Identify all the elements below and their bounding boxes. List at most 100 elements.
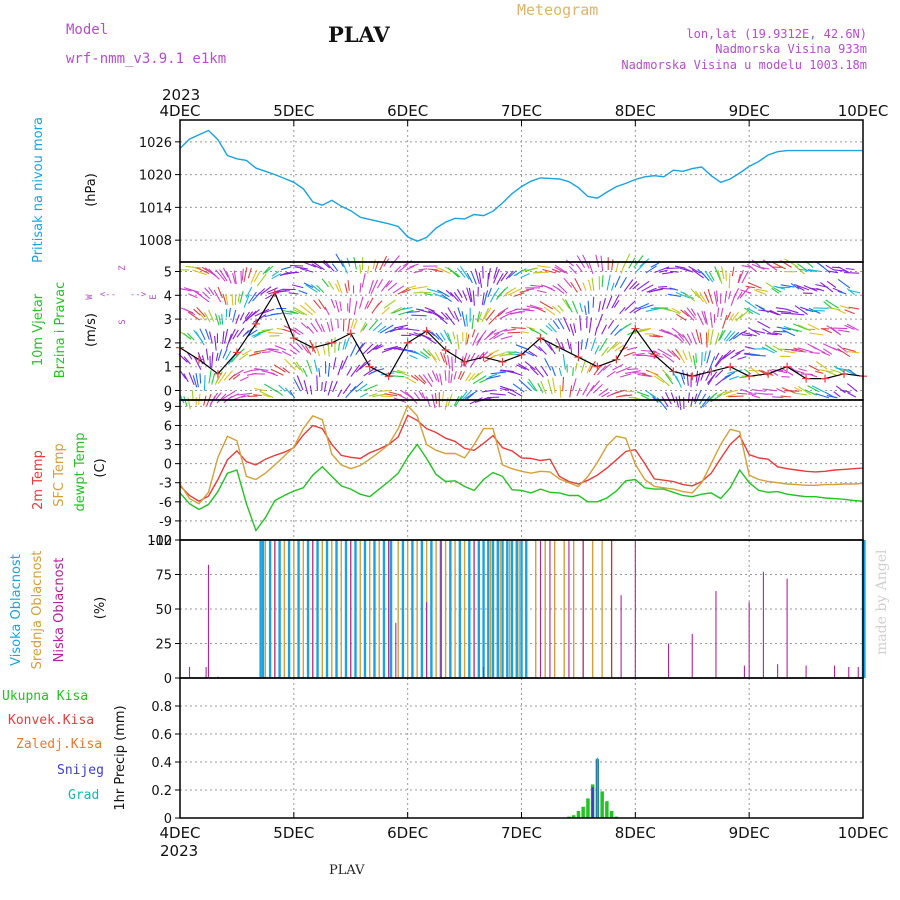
wind-gust-mark [232, 348, 241, 357]
wind-arrow [234, 294, 237, 306]
ytick-label: 1026 [139, 136, 172, 151]
wind-arrow [571, 378, 577, 392]
wind-arrow [481, 292, 485, 305]
ytick-label: 1 [164, 361, 172, 376]
precip-legend-graupel: Grad [68, 788, 99, 803]
wind-arrow [513, 268, 527, 277]
wind-arrow [215, 352, 219, 362]
wind-arrow [724, 371, 736, 378]
wind-arrow [683, 310, 695, 321]
wind-gust-mark [498, 357, 507, 366]
wind-arrow [372, 259, 376, 270]
wind-arrow [691, 269, 704, 279]
wind-arrow [837, 290, 847, 295]
wind-arrow [547, 379, 553, 395]
panels: 10261020101410085432109630-3-6-9-1210075… [139, 119, 867, 827]
ytick-label: 50 [155, 603, 172, 618]
wind-arrow [737, 356, 747, 360]
wind-arrow [753, 289, 766, 295]
wind-arrow [794, 283, 810, 291]
wind-arrow [422, 348, 432, 357]
wind-arrow [686, 307, 696, 319]
wind-arrow [179, 288, 192, 292]
wind-arrow [362, 343, 374, 355]
wind-arrow [837, 309, 846, 314]
wind-arrow [758, 266, 770, 270]
wind-arrow [422, 334, 437, 345]
wind-arrow [783, 350, 796, 354]
wind-arrow [253, 333, 261, 339]
wind-arrow [253, 394, 262, 397]
wind-arrow [301, 343, 309, 354]
wind-arrow [496, 286, 509, 298]
wind-arrow [282, 367, 291, 374]
wind-arrow [580, 339, 583, 350]
wind-arrow [493, 332, 504, 340]
wind-arrow [482, 266, 484, 279]
wind-arrow [584, 338, 589, 350]
temp-label-sfc: SFC Temp [52, 443, 67, 507]
wind-arrow [809, 351, 820, 354]
wind-gust-mark [327, 338, 336, 347]
wind-arrow [594, 345, 600, 355]
wind-gust-mark [194, 355, 203, 364]
wind-arrow [708, 271, 715, 281]
wind-arrow [714, 266, 722, 282]
wind-compass: Z W E <-- --> S [85, 265, 159, 325]
wind-arrow [449, 292, 460, 302]
wind-arrow [409, 354, 418, 360]
wind-arrow [208, 370, 212, 384]
wind-arrow [483, 307, 492, 320]
wind-arrow [431, 394, 436, 409]
wind-arrow [610, 324, 620, 335]
wind-arrow [559, 384, 562, 398]
wind-arrow [507, 331, 521, 334]
wind-arrow [518, 379, 531, 391]
wind-arrow [452, 331, 456, 340]
wind-arrow [590, 337, 597, 352]
top-time-labels: 4DEC 5DEC 6DEC 7DEC 8DEC 9DEC 10DEC [159, 102, 888, 120]
wind-arrow [667, 293, 681, 297]
wind-arrow [704, 270, 714, 283]
wind-arrow [347, 280, 350, 291]
wind-arrow [447, 307, 455, 319]
wind-arrow [237, 348, 245, 355]
wind-arrow [563, 277, 573, 288]
wind-arrow [572, 367, 574, 376]
wind-arrow [294, 266, 308, 270]
wind-arrow [773, 287, 782, 293]
wind-arrow [377, 325, 387, 333]
wind-arrow [394, 324, 409, 329]
wind-arrow [526, 288, 535, 291]
wind-arrow [612, 341, 621, 350]
wind-arrow [213, 289, 222, 303]
top-day-label: 9DEC [729, 102, 770, 120]
wind-arrow [793, 392, 808, 396]
wind-arrow [701, 351, 703, 366]
wind-arrow [468, 287, 473, 303]
wind-arrow [598, 388, 609, 396]
wind-arrow [707, 328, 710, 343]
wind-arrow [798, 368, 807, 372]
wind-arrow [214, 335, 217, 351]
wind-arrow [526, 326, 536, 330]
wind-arrow [601, 275, 604, 288]
wind-arrow [400, 371, 410, 377]
wind-arrow [306, 325, 315, 334]
wind-arrow [699, 332, 703, 345]
wind-arrow [451, 356, 454, 372]
wind-arrow [528, 350, 538, 358]
wind-arrow [722, 374, 731, 381]
wind-arrow [611, 294, 620, 309]
wind-arrow [488, 332, 500, 341]
wind-arrow [719, 329, 726, 341]
wind-arrow [453, 395, 460, 407]
wind-arrow [264, 383, 278, 393]
wind-arrow [390, 306, 403, 314]
wind-arrow [509, 311, 525, 315]
wind-arrow [620, 373, 632, 378]
wind-arrow [554, 266, 566, 274]
wind-arrow [562, 376, 565, 392]
wind-arrow [350, 364, 361, 377]
wind-arrow [588, 360, 596, 372]
